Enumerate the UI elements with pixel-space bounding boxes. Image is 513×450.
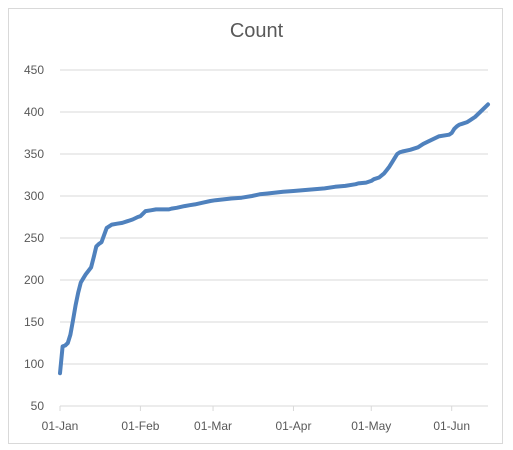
x-tick-label: 01-Mar [194,419,232,433]
y-tick-label: 100 [24,357,44,371]
chart-frame [8,8,503,444]
series-line-0 [58,102,490,376]
x-axis [59,405,488,411]
x-tick-label: 01-Feb [121,419,159,433]
x-tick-label: 01-Jun [433,419,470,433]
x-tick-label: 01-May [351,419,391,433]
y-tick-label: 150 [24,315,44,329]
y-tick-label: 250 [24,231,44,245]
y-tick-label: 200 [24,273,44,287]
x-tick-label: 01-Jan [42,419,79,433]
gridlines [60,69,488,365]
y-axis-labels: 50 100 150 200 250 300 350 400 450 [24,63,44,413]
chart-title: Count [229,20,284,42]
y-tick-label: 400 [24,105,44,119]
y-tick-label: 300 [24,189,44,203]
y-tick-label: 450 [24,63,44,77]
series-group [58,102,490,376]
y-tick-label: 50 [31,399,45,413]
x-tick-label: 01-Apr [275,419,311,433]
y-tick-label: 350 [24,147,44,161]
x-axis-labels: 01-Jan 01-Feb 01-Mar 01-Apr 01-May 01-Jun [42,419,470,433]
